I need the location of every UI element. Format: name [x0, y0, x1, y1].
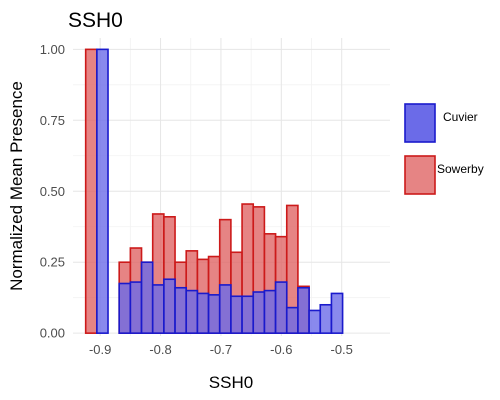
bar-cuvier: [330, 292, 344, 334]
chart-title: SSH0: [68, 9, 123, 32]
x-tick-label: -0.5: [330, 342, 352, 357]
bar-cuvier: [230, 295, 243, 334]
x-tick-label: -0.9: [89, 342, 111, 357]
bar-cuvier: [196, 292, 210, 334]
bar-cuvier: [285, 306, 299, 334]
legend-label-sowerby: Sowerby: [437, 162, 484, 176]
x-tick-label: -0.6: [270, 342, 292, 357]
bar-cuvier: [207, 294, 221, 334]
bar-cuvier: [129, 281, 143, 334]
bar-cuvier: [151, 284, 165, 334]
bar-cuvier: [185, 289, 199, 334]
y-axis-title: Normalized Mean Presence: [7, 81, 26, 291]
x-tick-label: -0.8: [149, 342, 171, 357]
legend-swatch-sowerby: [404, 155, 436, 195]
bar-cuvier: [274, 281, 288, 334]
bar-cuvier: [118, 282, 132, 334]
bar-cuvier: [263, 289, 277, 334]
bars: [84, 48, 344, 334]
legend-label-cuvier: Cuvier: [443, 110, 478, 124]
y-tick-label: 1.00: [40, 42, 65, 57]
legend: Cuvier Sowerby: [404, 103, 484, 195]
x-axis-title: SSH0: [209, 373, 253, 392]
y-tick-label: 0.50: [40, 184, 65, 199]
bar-cuvier: [218, 284, 232, 334]
x-tick-label: -0.7: [210, 342, 232, 357]
bar-cuvier: [319, 303, 333, 334]
bar-cuvier: [241, 295, 255, 334]
bar-cuvier: [297, 286, 310, 334]
tick-labels: 0.00 0.25 0.50 0.75 1.00 -0.9 -0.8 -0.7 -0.6 -0.5: [40, 42, 353, 357]
bar-cuvier: [252, 291, 266, 334]
y-tick-label: 0.25: [40, 255, 65, 270]
bar-cuvier: [96, 48, 109, 334]
bar-cuvier: [174, 286, 188, 334]
y-tick-label: 0.75: [40, 113, 65, 128]
y-tick-label: 0.00: [40, 326, 65, 341]
legend-swatch-cuvier: [404, 103, 436, 143]
bar-cuvier: [163, 278, 176, 334]
bar-sowerby: [84, 48, 98, 334]
bar-cuvier: [308, 309, 322, 334]
bar-cuvier: [140, 261, 154, 334]
